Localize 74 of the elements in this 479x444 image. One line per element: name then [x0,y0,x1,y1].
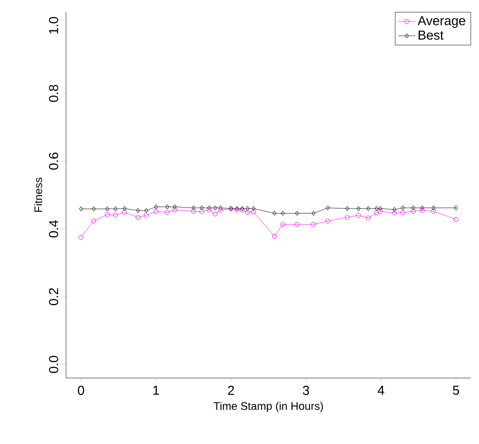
point [356,206,360,211]
point [136,214,140,220]
point [420,208,425,213]
point [378,206,382,211]
point [410,208,416,214]
point [251,209,256,214]
point [192,205,196,210]
point [345,206,350,211]
x-tick-label: 5 [452,386,460,395]
y-axis-title: Fitness [34,178,42,212]
legend-label: Best [418,30,444,40]
y-tick-label: 1.0 [49,17,58,34]
point [280,210,285,216]
point [294,222,300,227]
point [326,205,330,210]
point [374,210,379,216]
point [154,209,158,214]
point [245,210,250,215]
y-tick-label: 0.4 [49,220,58,238]
point [200,205,204,210]
point [325,218,330,224]
x-axis-title: Time Stamp (in Hours) [214,402,323,412]
point [191,208,196,214]
x-tick-label: 1 [153,386,159,395]
point [344,214,350,220]
point [400,205,405,210]
point [392,210,397,216]
point [356,212,361,218]
point [374,206,378,211]
legend-label: Average [418,16,466,28]
point [172,204,177,210]
point [114,206,118,212]
point [91,218,96,224]
point [400,210,406,216]
point [144,212,149,218]
point [92,206,96,212]
point [272,210,276,216]
point [392,207,396,212]
point [104,212,110,218]
point [431,208,436,214]
x-tick-label: 3 [302,386,310,395]
point [122,210,127,215]
point [105,206,110,212]
point [144,208,148,214]
point [366,206,370,211]
y-tick-label: 0.2 [49,288,58,306]
point [154,204,158,210]
point [411,205,416,210]
point [136,208,140,214]
point [213,205,218,210]
x-tick-label: 2 [228,386,234,395]
point [246,206,250,211]
y-tick-label: 0.6 [49,152,58,170]
point [378,208,383,214]
point [199,209,204,214]
point [164,210,170,215]
point [420,205,424,210]
point [366,216,371,220]
x-tick-label: 0 [78,386,84,395]
point [252,206,256,211]
point [122,206,126,211]
point [165,204,170,210]
y-tick-label: 0.8 [49,84,58,102]
point [311,222,316,227]
point [272,234,277,239]
point [432,205,436,210]
x-tick-label: 4 [378,386,384,395]
point [113,212,118,218]
point [280,222,286,227]
point [212,212,218,216]
y-tick-label: 0.0 [49,356,58,373]
point [295,210,299,216]
point [172,207,178,212]
point [312,210,316,216]
